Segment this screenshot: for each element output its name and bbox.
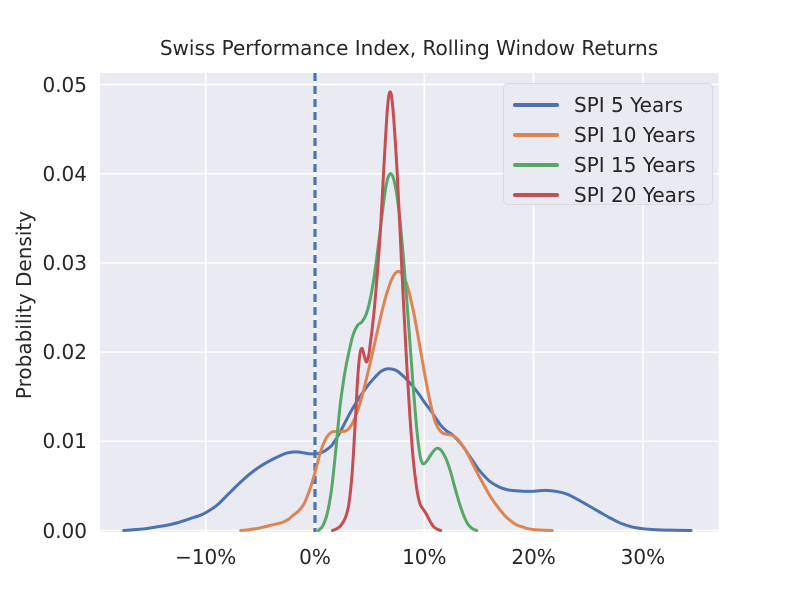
- x-tick-label: 30%: [620, 545, 666, 569]
- legend-line-sample: [513, 193, 559, 197]
- legend: SPI 5 Years SPI 10 Years SPI 15 Years SPI 2…: [503, 83, 713, 206]
- legend-line-sample: [513, 103, 559, 107]
- legend-item-label: SPI 15 Years: [574, 153, 696, 177]
- density-curve-spi-5-years: [122, 367, 693, 532]
- legend-item-label: SPI 10 Years: [574, 123, 696, 147]
- y-tick-label: 0.03: [42, 250, 87, 275]
- legend-item: SPI 5 Years: [504, 90, 712, 120]
- legend-line-sample: [513, 133, 559, 137]
- legend-item: SPI 15 Years: [504, 150, 712, 180]
- x-tick-label: 0%: [299, 545, 331, 569]
- legend-item-label: SPI 20 Years: [574, 183, 696, 207]
- x-tick-label: 20%: [511, 545, 556, 569]
- y-tick-label: 0.04: [42, 161, 87, 186]
- x-tick-label: −10%: [175, 545, 237, 569]
- y-tick-label: 0.05: [42, 72, 87, 97]
- legend-item: SPI 10 Years: [504, 120, 712, 150]
- legend-item-label: SPI 5 Years: [574, 93, 683, 117]
- density-curve-spi-20-years: [331, 90, 443, 532]
- x-tick-label: 10%: [402, 545, 447, 569]
- legend-item: SPI 20 Years: [504, 180, 712, 210]
- y-tick-label: 0.02: [42, 340, 87, 365]
- y-tick-label: 0.01: [42, 429, 87, 454]
- chart-title: Swiss Performance Index, Rolling Window …: [159, 36, 659, 60]
- legend-line-sample: [513, 163, 559, 167]
- y-tick-label: 0.00: [42, 518, 87, 543]
